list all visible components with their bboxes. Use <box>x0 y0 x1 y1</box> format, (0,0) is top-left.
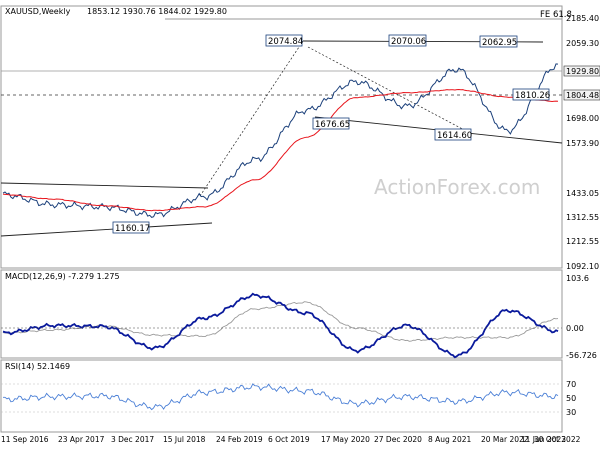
price-tick: 1092.10 <box>566 262 599 271</box>
price-axis: 2185.40 2059.30 1929.80 1804.48 1698.00 … <box>563 14 600 271</box>
price-tick: 1212.55 <box>566 237 599 246</box>
dotted-channel-diag <box>307 46 471 134</box>
annotation-1810: 1810.26 <box>515 91 550 101</box>
rsi-panel-frame <box>0 359 563 433</box>
x-axis-label: 11 Sep 2016 <box>1 435 49 444</box>
price-tick: 1698.00 <box>566 114 599 123</box>
current-price-box <box>563 65 600 77</box>
annotation-box <box>112 221 150 234</box>
rsi-tick: 70 <box>566 380 576 389</box>
macd-tick: -56.726 <box>566 351 597 360</box>
price-series-line <box>2 63 559 218</box>
price-tick: 2185.40 <box>566 14 599 23</box>
macd-title: MACD(12,26,9) -7.279 1.275 <box>5 272 120 281</box>
lower-triangle-line <box>0 222 213 237</box>
annotation-1160: 1160.17 <box>115 224 150 234</box>
macd-tick: 103.6 <box>566 274 589 283</box>
annotation-box <box>312 117 350 130</box>
price-tick: 2059.30 <box>566 39 599 48</box>
watermark: ActionForex.com <box>374 175 540 199</box>
annotation-box <box>388 34 427 47</box>
annotation-1676: 1676.65 <box>315 120 350 130</box>
x-axis-label: 24 Feb 2019 <box>216 435 263 444</box>
price-tick-level: 1804.48 <box>566 91 599 100</box>
x-axis-label: 17 May 2020 <box>321 435 370 444</box>
x-axis-label: 23 Apr 2017 <box>58 435 105 444</box>
annotation-box <box>512 88 550 101</box>
macd-axis: 103.6 0.00 -56.726 <box>566 274 597 360</box>
fe-label: FE 61.8 <box>540 10 572 20</box>
annotation-2074: 2074.84 <box>268 37 303 47</box>
macd-panel-frame <box>0 269 563 359</box>
annotation-2070: 2070.06 <box>391 37 426 47</box>
x-axis-label: 3 Dec 2017 <box>111 435 154 444</box>
moving-average-line <box>2 88 559 212</box>
x-axis-label: 20 Mar 2022 <box>481 435 529 444</box>
x-axis-label: 8 Aug 2021 <box>428 435 471 444</box>
annotation-2062: 2062.95 <box>482 38 517 48</box>
macd-line <box>2 292 559 359</box>
price-tick: 1573.90 <box>566 139 599 148</box>
rsi-title: RSI(14) 52.1469 <box>5 362 70 371</box>
annotation-box <box>434 128 472 141</box>
macd-tick: 0.00 <box>566 324 584 333</box>
x-axis-label: 15 Jul 2018 <box>163 435 206 444</box>
rsi-line <box>3 383 559 411</box>
price-annotations: 2074.84 2070.06 2062.95 1676.65 1614.60 … <box>112 34 550 234</box>
rsi-tick: 50 <box>566 394 576 403</box>
upper-triangle-line <box>0 182 209 189</box>
symbol-title: XAUUSD,Weekly <box>5 7 71 16</box>
price-tick-current: 1929.80 <box>566 67 599 76</box>
x-axis-label: 27 Dec 2020 <box>374 435 422 444</box>
x-axis-label: 6 Oct 2019 <box>268 435 310 444</box>
ohlc-values: 1853.12 1930.76 1844.02 1929.80 <box>87 7 227 16</box>
x-axis-label: 11 Jun 2023 <box>521 435 566 444</box>
rsi-tick: 30 <box>566 408 576 417</box>
x-axis-label: 30 Oct 2022 <box>534 435 581 444</box>
price-tick: 1312.55 <box>566 213 599 222</box>
price-tick: 1433.05 <box>566 189 599 198</box>
dotted-channel-top <box>199 40 304 197</box>
annotation-box <box>479 35 518 48</box>
rsi-axis: 70 50 30 <box>566 380 576 417</box>
level-price-box <box>563 89 600 101</box>
annotation-box <box>265 34 303 47</box>
panel-frames <box>0 5 563 433</box>
x-axis: 11 Sep 2016 23 Apr 2017 3 Dec 2017 15 Jul 2… <box>1 435 581 444</box>
annotation-1614: 1614.60 <box>437 131 472 141</box>
